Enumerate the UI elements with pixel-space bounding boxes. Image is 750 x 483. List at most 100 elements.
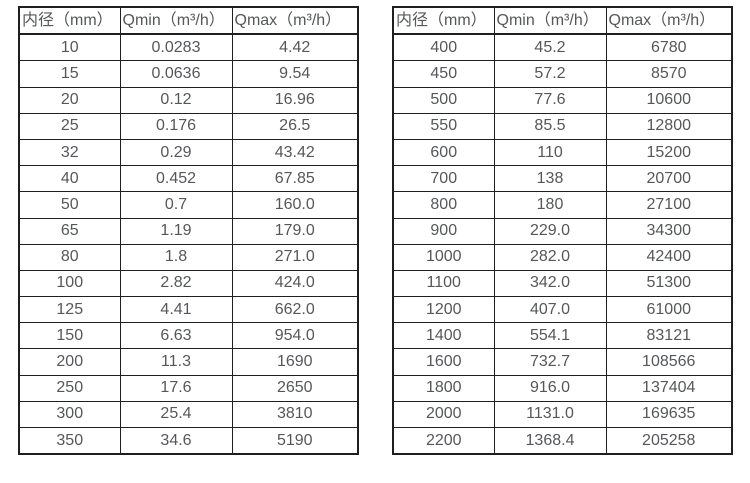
table-cell: 20	[18, 86, 121, 114]
table-cell: 400	[392, 33, 495, 62]
table-cell: 61000	[605, 296, 733, 324]
table-cell: 1200	[392, 296, 495, 324]
table-row: 700 138 20700	[392, 165, 733, 193]
table-cell: 15200	[605, 138, 733, 167]
table-cell: 342.0	[493, 269, 607, 298]
table-cell: 3810	[231, 400, 359, 429]
table-cell: 0.7	[119, 191, 233, 219]
table-cell: 900	[392, 217, 495, 245]
table-cell: 100	[18, 269, 121, 298]
table-cell: 0.12	[119, 86, 233, 114]
table-cell: 205258	[605, 427, 733, 455]
table-cell: 424.0	[231, 269, 359, 298]
table-cell: 271.0	[231, 243, 359, 271]
table-cell: 169635	[605, 400, 733, 429]
table-cell: 300	[18, 400, 121, 429]
table-cell: 954.0	[231, 322, 359, 350]
table-cell: 67.85	[231, 165, 359, 193]
table-cell: 42400	[605, 243, 733, 271]
table-row: 400 45.2 6780	[392, 33, 733, 62]
table-cell: 25	[18, 112, 121, 140]
table-cell: 27100	[605, 191, 733, 219]
flow-range-table-small-diameters: 内径（mm） Qmin（m³/h） Qmax（m³/h） 10 0.0283 4.4…	[18, 6, 359, 456]
table-row: 10 0.0283 4.42	[18, 33, 359, 62]
table-row: 550 85.5 12800	[392, 112, 733, 140]
table-cell: 0.176	[119, 112, 233, 140]
table-cell: 6.63	[119, 322, 233, 350]
table-cell: 83121	[605, 322, 733, 350]
table-row: 200 11.3 1690	[18, 348, 359, 376]
table-row: 125 4.41 662.0	[18, 296, 359, 324]
table-cell: 20700	[605, 165, 733, 193]
table-cell: 15	[18, 60, 121, 88]
table-header-row: 内径（mm） Qmin（m³/h） Qmax（m³/h）	[18, 6, 359, 36]
table-row: 800 180 27100	[392, 191, 733, 219]
table-row: 25 0.176 26.5	[18, 112, 359, 140]
table-row: 350 34.6 5190	[18, 427, 359, 455]
table-cell: 5190	[231, 427, 359, 455]
table-cell: 450	[392, 60, 495, 88]
table-cell: 85.5	[493, 112, 607, 140]
table-cell: 137404	[605, 374, 733, 402]
table-cell: 1131.0	[493, 400, 607, 429]
table-cell: 800	[392, 191, 495, 219]
table-cell: 1400	[392, 322, 495, 350]
table-row: 1000 282.0 42400	[392, 243, 733, 271]
table-cell: 179.0	[231, 217, 359, 245]
table-cell: 45.2	[493, 33, 607, 62]
table-row: 1800 916.0 137404	[392, 374, 733, 402]
table-cell: 1368.4	[493, 427, 607, 455]
table-row: 1600 732.7 108566	[392, 348, 733, 376]
table-cell: 150	[18, 322, 121, 350]
table-row: 40 0.452 67.85	[18, 165, 359, 193]
table-cell: 1600	[392, 348, 495, 376]
header-inner-diameter: 内径（mm）	[18, 6, 121, 36]
table-cell: 229.0	[493, 217, 607, 245]
header-qmax: Qmax（m³/h）	[231, 6, 359, 36]
table-cell: 51300	[605, 269, 733, 298]
header-qmin: Qmin（m³/h）	[493, 6, 607, 36]
table-row: 100 2.82 424.0	[18, 269, 359, 298]
table-cell: 350	[18, 427, 121, 455]
table-cell: 1.8	[119, 243, 233, 271]
table-cell: 25.4	[119, 400, 233, 429]
table-cell: 77.6	[493, 86, 607, 114]
table-cell: 1690	[231, 348, 359, 376]
table-cell: 2000	[392, 400, 495, 429]
table-row: 15 0.0636 9.54	[18, 60, 359, 88]
table-cell: 6780	[605, 33, 733, 62]
table-cell: 110	[493, 138, 607, 167]
table-cell: 40	[18, 165, 121, 193]
table-cell: 2.82	[119, 269, 233, 298]
table-header-row: 内径（mm） Qmin（m³/h） Qmax（m³/h）	[392, 6, 733, 36]
table-cell: 57.2	[493, 60, 607, 88]
table-row: 32 0.29 43.42	[18, 138, 359, 167]
table-cell: 65	[18, 217, 121, 245]
table-cell: 34300	[605, 217, 733, 245]
table-cell: 2200	[392, 427, 495, 455]
table-cell: 26.5	[231, 112, 359, 140]
table-cell: 108566	[605, 348, 733, 376]
table-cell: 0.0283	[119, 33, 233, 62]
table-cell: 700	[392, 165, 495, 193]
table-cell: 32	[18, 138, 121, 167]
table-row: 500 77.6 10600	[392, 86, 733, 114]
table-row: 80 1.8 271.0	[18, 243, 359, 271]
table-cell: 34.6	[119, 427, 233, 455]
table-cell: 732.7	[493, 348, 607, 376]
table-cell: 554.1	[493, 322, 607, 350]
table-row: 2200 1368.4 205258	[392, 427, 733, 455]
table-cell: 0.29	[119, 138, 233, 167]
table-cell: 4.41	[119, 296, 233, 324]
table-row: 50 0.7 160.0	[18, 191, 359, 219]
table-cell: 1000	[392, 243, 495, 271]
table-row: 1100 342.0 51300	[392, 269, 733, 298]
table-row: 2000 1131.0 169635	[392, 400, 733, 429]
table-cell: 10600	[605, 86, 733, 114]
table-row: 1400 554.1 83121	[392, 322, 733, 350]
table-cell: 2650	[231, 374, 359, 402]
table-cell: 180	[493, 191, 607, 219]
table-row: 300 25.4 3810	[18, 400, 359, 429]
table-row: 65 1.19 179.0	[18, 217, 359, 245]
table-cell: 0.0636	[119, 60, 233, 88]
